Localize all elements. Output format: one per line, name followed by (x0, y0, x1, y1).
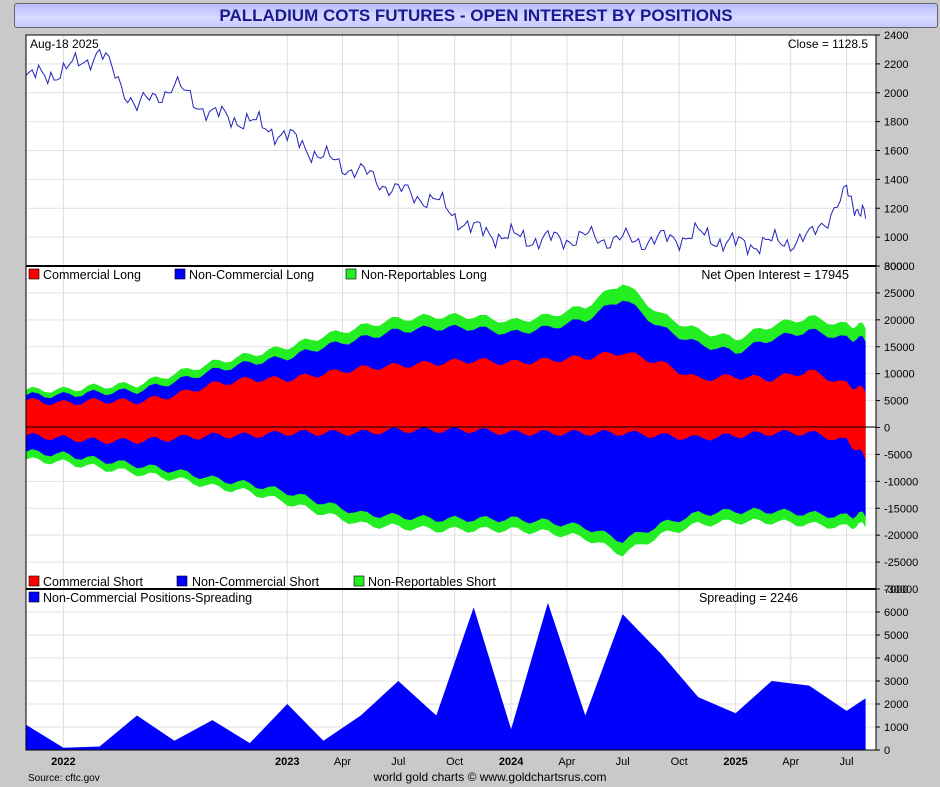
y-tick-label: -10000 (884, 476, 918, 488)
x-tick-label: 2024 (499, 756, 524, 768)
y-tick-label: 0 (884, 745, 890, 757)
y-tick-label: 15000 (884, 342, 915, 354)
x-tick-label: 2022 (51, 756, 75, 768)
y-tick-label: 5000 (884, 396, 908, 408)
y-tick-label: 4000 (884, 653, 908, 665)
y-tick-label: -25000 (884, 557, 918, 569)
y-tick-label: 6000 (884, 607, 908, 619)
source-label: Source: cftc.gov (28, 773, 100, 784)
x-tick-label: Oct (671, 756, 688, 768)
legend-nonreportables-short: Non-Reportables Short (368, 575, 496, 589)
legend-swatch-commercial-short (28, 575, 40, 587)
y-axis-ticks: 2400220020001800160014001200100080030000… (876, 30, 918, 757)
price-series-layer (25, 48, 867, 257)
y-tick-label: 2400 (884, 30, 908, 42)
x-tick-label: Jul (391, 756, 405, 768)
legend-noncommercial-long: Non-Commercial Long (189, 268, 314, 282)
area-spreading (26, 602, 866, 750)
y-tick-label: 2000 (884, 699, 908, 711)
legend-swatch-noncommercial-short (176, 575, 188, 587)
legend-commercial-long: Commercial Long (43, 268, 141, 282)
spreading-series-layer (26, 602, 866, 750)
y-tick-label: 0 (884, 423, 890, 435)
legend-nonreportables-long: Non-Reportables Long (361, 268, 487, 282)
y-tick-label: 1200 (884, 203, 908, 215)
legend-spreading: Non-Commercial Positions-Spreading (43, 591, 252, 605)
title-bar: PALLADIUM COTS FUTURES - OPEN INTEREST B… (14, 3, 938, 28)
y-tick-label: -15000 (884, 503, 918, 515)
price-line (25, 48, 867, 257)
y-tick-label: -5000 (884, 449, 912, 461)
legend-top: Commercial Long Non-Commercial Long Non-… (28, 268, 849, 282)
credit-label: world gold charts © www.goldchartsrus.co… (373, 770, 607, 784)
x-tick-label: 2025 (723, 756, 747, 768)
x-tick-label: Apr (782, 756, 799, 768)
legend-bottom: Commercial Short Non-Commercial Short No… (28, 575, 496, 589)
legend-commercial-short: Commercial Short (43, 575, 144, 589)
plot-border (25, 34, 877, 751)
oi-series-layer (26, 284, 866, 557)
y-tick-label: 3000 (884, 676, 908, 688)
y-tick-label: 30000 (884, 261, 915, 273)
legend-swatch-nonreportables-long (345, 268, 357, 280)
x-tick-label: Apr (558, 756, 575, 768)
date-label: Aug-18 2025 (30, 37, 99, 51)
area-commercial-long (26, 351, 866, 428)
y-tick-label: 10000 (884, 369, 915, 381)
legend-swatch-nonreportables-short (353, 575, 365, 587)
net-oi-readout: Net Open Interest = 17945 (701, 268, 849, 282)
x-axis-ticks: 2022 2023 Apr Jul Oct 2024 Apr Jul Oct 2025 Apr Jul (51, 756, 853, 768)
y-tick-label: 25000 (884, 288, 915, 300)
x-tick-label: 2023 (275, 756, 299, 768)
y-tick-label: 800 (884, 261, 902, 273)
chart-title: PALLADIUM COTS FUTURES - OPEN INTEREST B… (219, 6, 733, 25)
y-tick-label: 1000 (884, 232, 908, 244)
x-tick-label: Apr (334, 756, 351, 768)
legend-swatch-noncommercial-long (174, 268, 186, 280)
legend-swatch-commercial-long (28, 268, 40, 280)
x-tick-label: Jul (616, 756, 630, 768)
y-tick-label: -20000 (884, 530, 918, 542)
area-noncommercial-short (26, 427, 866, 543)
y-tick-label: 1600 (884, 146, 908, 158)
y-tick-label: 1000 (884, 722, 908, 734)
area-commercial-short (26, 427, 866, 461)
y-tick-label: 1800 (884, 117, 908, 129)
x-tick-label: Oct (446, 756, 463, 768)
close-readout: Close = 1128.5 (788, 37, 868, 51)
y-tick-label: 20000 (884, 315, 915, 327)
legend-noncommercial-short: Non-Commercial Short (192, 575, 320, 589)
y-tick-label: -30000 (884, 584, 918, 596)
legend-swatch-spreading (28, 591, 40, 603)
y-tick-label: 1400 (884, 174, 908, 186)
y-tick-label: 2000 (884, 88, 908, 100)
spreading-readout: Spreading = 2246 (699, 591, 798, 605)
x-tick-label: Jul (840, 756, 854, 768)
y-tick-label: 5000 (884, 630, 908, 642)
y-tick-label: 7000 (884, 584, 908, 596)
y-tick-label: 2200 (884, 59, 908, 71)
